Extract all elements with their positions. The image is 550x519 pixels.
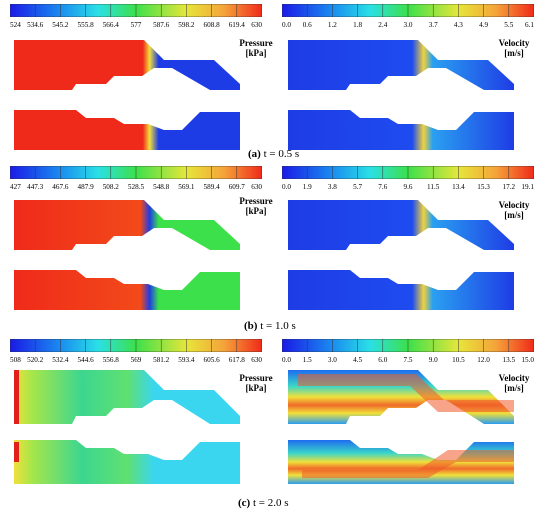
pressure-tick-label: 532.4 xyxy=(52,356,69,364)
velocity-tick-label: 9.0 xyxy=(428,356,438,364)
velocity-tick-label: 13.4 xyxy=(452,183,465,191)
velocity-tick-label: 13.5 xyxy=(502,356,516,364)
velocity-field-a-top xyxy=(288,40,514,90)
velocity-tick-label: 2.4 xyxy=(378,21,388,29)
velocity-field-b-bottom xyxy=(288,270,514,310)
pressure-tick-label: 427 xyxy=(10,183,21,191)
pressure-tick-label: 508 xyxy=(10,356,21,364)
pressure-tick-label: 548.8 xyxy=(153,183,170,191)
pressure-field-b-top xyxy=(14,200,240,250)
pressure-tick-label: 447.3 xyxy=(27,183,44,191)
pressure-tick-label: 587.6 xyxy=(153,21,170,29)
pressure-colorbar-c xyxy=(10,339,262,352)
velocity-field-c-top xyxy=(288,370,514,424)
velocity-ticks-a: 0.0 0.6 1.2 1.8 2.4 3.0 3.7 4.3 4.9 5.5 6.1 xyxy=(282,21,534,31)
velocity-tick-label: 1.8 xyxy=(353,21,363,29)
pressure-ticks-a: 524 534.6 545.2 555.8 566.4 577 587.6 598.2 608.… xyxy=(10,21,262,31)
velocity-tick-label: 17.2 xyxy=(502,183,516,191)
pressure-tick-label: 528.5 xyxy=(127,183,145,191)
pressure-tick-label: 619.4 xyxy=(228,21,245,29)
velocity-ticks-c: 0.0 1.5 3.0 4.5 6.0 7.5 9.0 10.5 12.0 13.5 15.0 xyxy=(282,356,534,366)
velocity-tick-label: 3.7 xyxy=(428,21,438,29)
velocity-tick-label: 7.5 xyxy=(403,356,413,364)
velocity-tick-label: 6.0 xyxy=(378,356,388,364)
pressure-field-a-bottom xyxy=(14,110,240,150)
caption-b: (b) t = 1.0 s xyxy=(244,320,296,332)
velocity-tick-label: 0.6 xyxy=(302,21,312,29)
pressure-field-b-bottom xyxy=(14,270,240,310)
pressure-tick-label: 556.8 xyxy=(102,356,119,364)
velocity-ticks-b: 0.0 1.9 3.8 5.7 7.6 9.6 11.5 13.4 15.3 17.2 19.1 xyxy=(282,183,534,193)
pressure-tick-label: 524 xyxy=(10,21,21,29)
pressure-tick-label: 534.6 xyxy=(27,21,44,29)
pressure-tick-label: 605.6 xyxy=(203,356,220,364)
velocity-tick-label: 1.2 xyxy=(327,21,337,29)
velocity-tick-label: 4.5 xyxy=(353,356,363,364)
velocity-tick-label: 6.1 xyxy=(525,21,534,29)
velocity-field-a-bottom xyxy=(288,110,514,150)
velocity-tick-label: 4.9 xyxy=(479,21,489,29)
velocity-tick-label: 15.3 xyxy=(477,183,490,191)
pressure-tick-label: 630 xyxy=(251,356,262,364)
caption-c: (c) t = 2.0 s xyxy=(238,497,289,509)
velocity-tick-label: 5.5 xyxy=(504,21,514,29)
velocity-tick-label: 7.6 xyxy=(378,183,388,191)
pressure-field-c-bottom xyxy=(14,440,240,484)
pressure-tick-label: 569.1 xyxy=(178,183,195,191)
pressure-label-a: Pressure [kPa] xyxy=(239,38,273,58)
pressure-tick-label: 545.2 xyxy=(52,21,69,29)
pressure-tick-label: 581.2 xyxy=(153,356,170,364)
pressure-tick-label: 467.6 xyxy=(52,183,69,191)
velocity-tick-label: 3.8 xyxy=(327,183,337,191)
velocity-label-b: Velocity [m/s] xyxy=(498,200,530,220)
pressure-tick-label: 617.8 xyxy=(228,356,245,364)
pressure-tick-label: 569 xyxy=(130,356,142,364)
pressure-field-c-top xyxy=(14,370,240,424)
velocity-field-c-bottom xyxy=(288,440,514,484)
velocity-tick-label: 19.1 xyxy=(521,183,534,191)
pressure-ticks-c: 508 520.2 532.4 544.6 556.8 569 581.2 593.4 605.… xyxy=(10,356,262,366)
velocity-tick-label: 15.0 xyxy=(521,356,534,364)
velocity-tick-label: 0.0 xyxy=(282,356,291,364)
pressure-colorbar-a xyxy=(10,4,262,17)
velocity-tick-label: 9.6 xyxy=(403,183,413,191)
velocity-tick-label: 1.9 xyxy=(302,183,312,191)
velocity-field-b-top xyxy=(288,200,514,250)
velocity-tick-label: 0.0 xyxy=(282,21,291,29)
pressure-tick-label: 508.2 xyxy=(102,183,119,191)
velocity-tick-label: 10.5 xyxy=(452,356,465,364)
velocity-label-a: Velocity [m/s] xyxy=(498,38,530,58)
pressure-tick-label: 630 xyxy=(251,21,262,29)
pressure-label-b: Pressure [kPa] xyxy=(239,196,273,216)
velocity-tick-label: 11.5 xyxy=(427,183,440,191)
pressure-colorbar-b xyxy=(10,166,262,179)
velocity-tick-label: 4.3 xyxy=(453,21,463,29)
velocity-colorbar-b xyxy=(282,166,534,179)
pressure-tick-label: 608.8 xyxy=(203,21,220,29)
velocity-colorbar-a xyxy=(282,4,534,17)
pressure-tick-label: 609.7 xyxy=(228,183,245,191)
pressure-tick-label: 544.6 xyxy=(77,356,94,364)
velocity-label-c: Velocity [m/s] xyxy=(498,373,530,393)
pressure-tick-label: 566.4 xyxy=(102,21,119,29)
pressure-tick-label: 487.9 xyxy=(77,183,94,191)
velocity-tick-label: 0.0 xyxy=(282,183,291,191)
velocity-tick-label: 12.0 xyxy=(477,356,490,364)
velocity-tick-label: 5.7 xyxy=(353,183,363,191)
pressure-tick-label: 630 xyxy=(251,183,262,191)
pressure-field-a-top xyxy=(14,40,240,90)
pressure-tick-label: 577 xyxy=(130,21,142,29)
pressure-tick-label: 598.2 xyxy=(178,21,195,29)
caption-a: (a) t = 0.5 s xyxy=(248,148,300,160)
velocity-colorbar-c xyxy=(282,339,534,352)
velocity-tick-label: 1.5 xyxy=(302,356,312,364)
pressure-tick-label: 593.4 xyxy=(178,356,195,364)
pressure-tick-label: 520.2 xyxy=(27,356,44,364)
pressure-ticks-b: 427 447.3 467.6 487.9 508.2 528.5 548.8 569.1 58… xyxy=(10,183,262,193)
velocity-tick-label: 3.0 xyxy=(327,356,337,364)
pressure-label-c: Pressure [kPa] xyxy=(239,373,273,393)
pressure-tick-label: 589.4 xyxy=(203,183,220,191)
velocity-tick-label: 3.0 xyxy=(403,21,413,29)
pressure-tick-label: 555.8 xyxy=(77,21,94,29)
